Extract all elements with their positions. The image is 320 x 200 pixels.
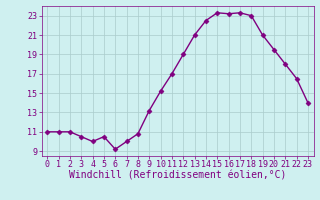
X-axis label: Windchill (Refroidissement éolien,°C): Windchill (Refroidissement éolien,°C) — [69, 171, 286, 181]
